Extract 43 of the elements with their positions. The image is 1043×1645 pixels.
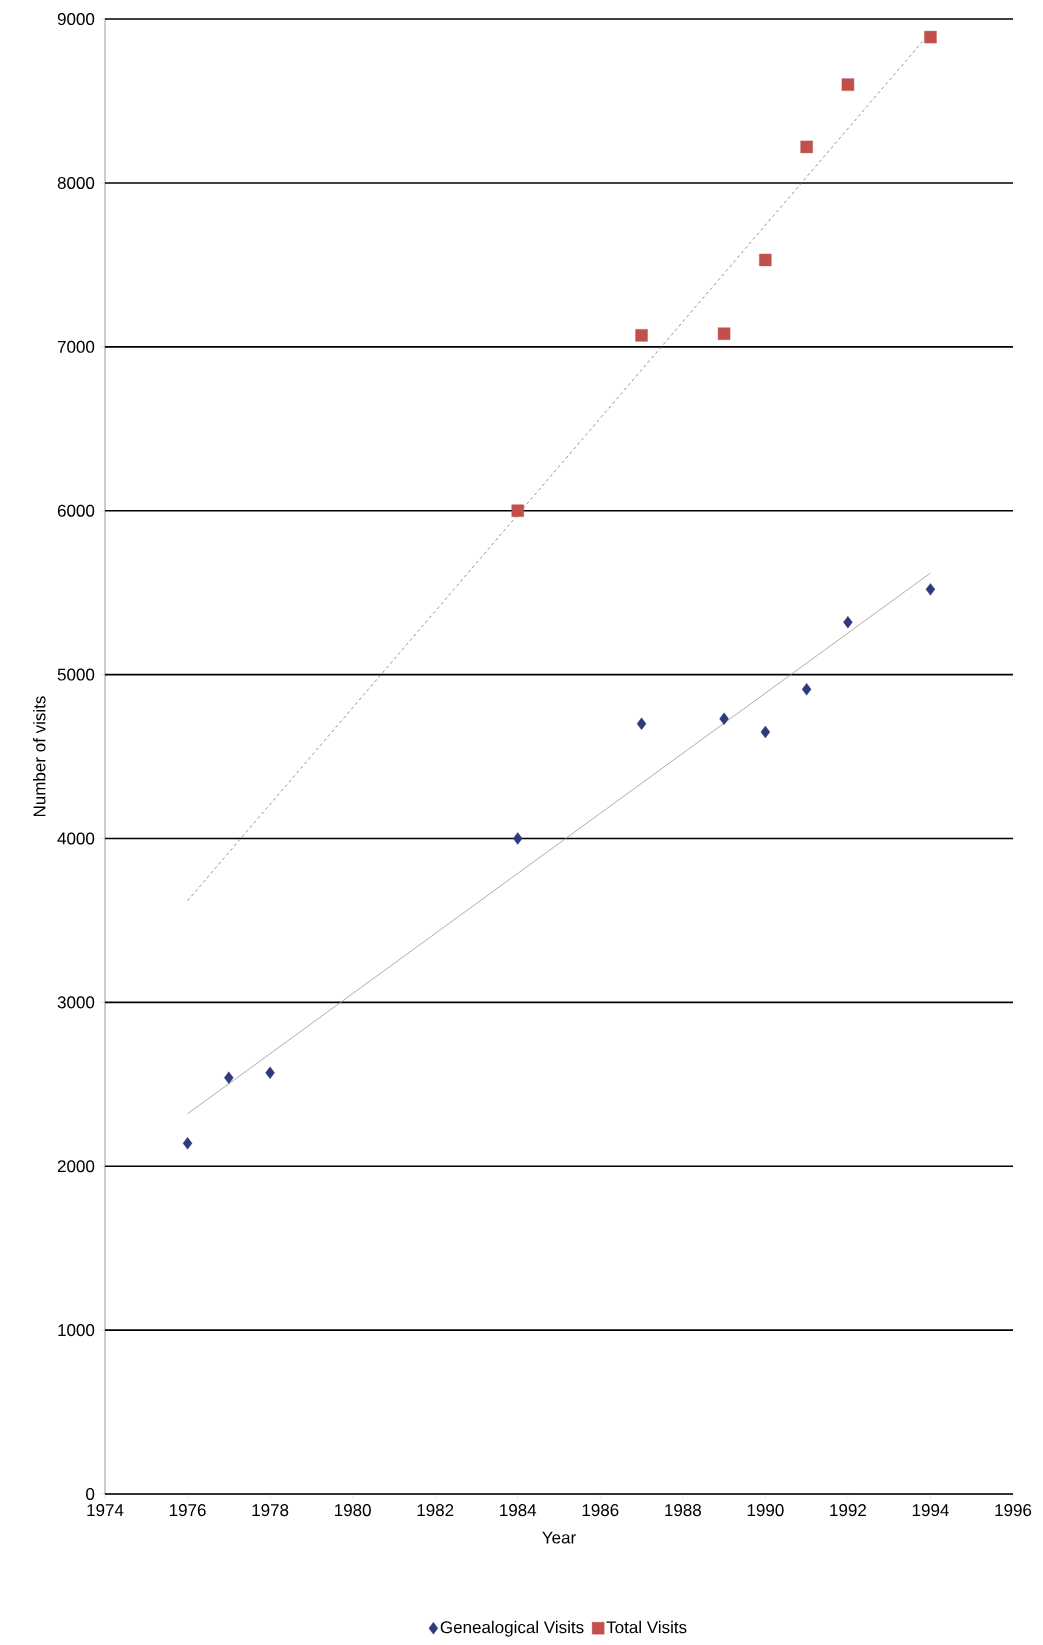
x-tick-label: 1988 bbox=[665, 1504, 701, 1517]
y-tick-label: 9000 bbox=[57, 13, 95, 26]
point bbox=[513, 832, 523, 845]
y-tick-label: 0 bbox=[86, 1487, 95, 1501]
point bbox=[924, 30, 937, 44]
y-tick-label: 4000 bbox=[57, 832, 95, 845]
x-tick-label: 1976 bbox=[169, 1504, 206, 1517]
y-tick-label: 6000 bbox=[57, 504, 95, 517]
point bbox=[760, 725, 771, 739]
point bbox=[511, 504, 524, 517]
point bbox=[843, 615, 853, 629]
point bbox=[182, 1137, 193, 1150]
x-tick-label: 1982 bbox=[417, 1504, 454, 1517]
x-tick-label: 1984 bbox=[500, 1504, 537, 1517]
point bbox=[719, 712, 729, 726]
y-tick-label: 1000 bbox=[58, 1324, 95, 1337]
point bbox=[717, 327, 731, 340]
x-tick-label: 1994 bbox=[912, 1504, 949, 1517]
point bbox=[925, 583, 936, 596]
point bbox=[224, 1071, 234, 1084]
point bbox=[636, 717, 647, 730]
x-tick-label: 1986 bbox=[582, 1504, 619, 1517]
y-tick-label: 3000 bbox=[57, 996, 95, 1009]
x-axis-title: Year bbox=[542, 1531, 576, 1544]
point bbox=[801, 683, 812, 696]
point bbox=[759, 253, 772, 267]
y-axis-title: Number of visits bbox=[33, 696, 46, 817]
y-tick-label: 7000 bbox=[57, 340, 95, 353]
x-tick-label: 1992 bbox=[830, 1504, 866, 1517]
y-tick-label: 8000 bbox=[57, 176, 95, 189]
x-tick-label: 1974 bbox=[87, 1504, 124, 1517]
legend-label: Total Visits bbox=[606, 1620, 687, 1634]
x-tick-label: 1978 bbox=[252, 1504, 289, 1517]
x-tick-label: 1996 bbox=[995, 1504, 1032, 1517]
x-tick-label: 1990 bbox=[747, 1504, 784, 1517]
y-tick-label: 2000 bbox=[57, 1160, 95, 1173]
point bbox=[800, 140, 813, 154]
y-tick-label: 5000 bbox=[57, 668, 95, 681]
point bbox=[635, 329, 648, 342]
point bbox=[841, 78, 855, 91]
x-tick-label: 1980 bbox=[335, 1504, 371, 1517]
point bbox=[265, 1066, 275, 1080]
legend-label: Genealogical Visits bbox=[440, 1620, 584, 1637]
